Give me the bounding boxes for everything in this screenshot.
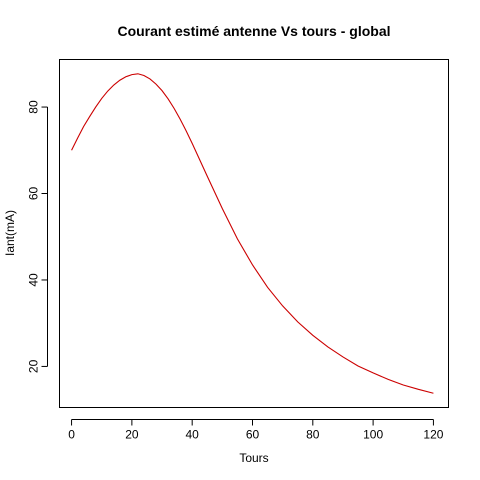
chart-title: Courant estimé antenne Vs tours - global <box>117 23 390 39</box>
y-axis-label: Iant(mA) <box>3 210 17 256</box>
x-tick-label: 40 <box>186 428 200 442</box>
y-tick-label: 20 <box>27 359 41 373</box>
x-tick-label: 0 <box>68 428 75 442</box>
x-axis-label: Tours <box>239 451 268 465</box>
series-layer <box>71 73 434 394</box>
plot-area <box>59 59 449 408</box>
x-tick-label: 120 <box>423 428 443 442</box>
y-axis: 20 40 60 80 <box>27 100 48 373</box>
y-tick-label: 60 <box>27 187 41 201</box>
y-tick-label: 40 <box>27 273 41 287</box>
y-tick-label: 80 <box>27 100 41 114</box>
x-axis: 0 20 40 60 80 100 120 <box>68 419 444 442</box>
series-line <box>71 73 434 394</box>
x-tick-label: 20 <box>125 428 139 442</box>
x-tick-label: 80 <box>306 428 320 442</box>
x-tick-label: 100 <box>363 428 383 442</box>
x-tick-label: 60 <box>246 428 260 442</box>
